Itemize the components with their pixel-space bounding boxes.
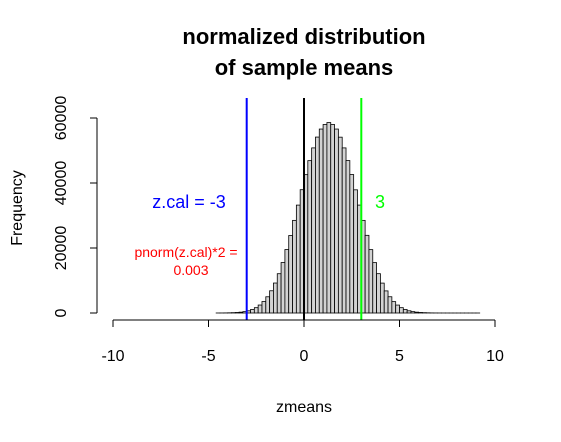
- histogram-bar: [399, 307, 404, 314]
- histogram-bar: [257, 304, 263, 314]
- x-tick-label: -10: [101, 348, 124, 365]
- histogram-bar: [250, 309, 255, 314]
- histogram-bar: [345, 160, 351, 314]
- histogram-bar: [234, 312, 240, 314]
- histogram-bar: [379, 282, 385, 314]
- histogram-bar: [276, 273, 282, 314]
- histogram-bar: [288, 235, 293, 314]
- y-axis: 0 20000 40000 60000: [53, 96, 98, 317]
- histogram-bar: [368, 249, 374, 314]
- histogram-bar: [238, 311, 244, 314]
- histogram-bar: [387, 296, 393, 314]
- histogram-bar: [284, 249, 290, 314]
- histogram-bar: [315, 136, 320, 314]
- y-tick-label: 60000: [53, 96, 70, 141]
- histogram-bar: [418, 312, 423, 314]
- positive-z-annotation: 3: [375, 192, 385, 212]
- histogram-bar: [391, 301, 397, 314]
- histogram-bar: [337, 136, 343, 314]
- histogram-bar: [269, 290, 274, 314]
- p-value-label-annotation: pnorm(z.cal)*2 =: [134, 244, 237, 260]
- p-value-annotation: 0.003: [173, 262, 208, 278]
- z-cal-annotation: z.cal = -3: [152, 192, 226, 212]
- histogram-bar: [364, 234, 370, 314]
- y-tick-label: 20000: [53, 226, 70, 271]
- x-axis-label: zmeans: [276, 399, 332, 416]
- x-axis: -10 -5 0 5 10: [101, 319, 504, 365]
- x-tick-label: 5: [395, 348, 404, 365]
- histogram-bar: [402, 309, 408, 314]
- histogram-bar: [372, 262, 377, 314]
- histogram-bar: [410, 311, 416, 314]
- histogram-bar: [330, 124, 335, 314]
- chart-title-line-2: of sample means: [215, 55, 394, 80]
- histogram-bar: [318, 128, 324, 314]
- y-tick-label: 40000: [53, 161, 70, 206]
- histogram-bars: [215, 122, 481, 314]
- histogram-bar: [265, 296, 271, 314]
- histogram-bar: [307, 160, 313, 314]
- histogram-bar: [322, 124, 328, 314]
- histogram-bar: [341, 147, 347, 314]
- histogram-bar: [349, 174, 355, 314]
- x-tick-label: -5: [201, 348, 215, 365]
- histogram-bar: [295, 204, 301, 314]
- histogram-bar: [273, 282, 278, 314]
- reference-lines: [245, 98, 363, 320]
- x-tick-label: 0: [300, 348, 309, 365]
- histogram-bar: [383, 290, 389, 314]
- histogram-bar: [395, 304, 400, 314]
- histogram-bar: [353, 189, 358, 314]
- chart-title-line-1: normalized distribution: [182, 24, 425, 49]
- histogram-bar: [292, 219, 297, 314]
- x-tick-label: 10: [486, 348, 504, 365]
- histogram-bar: [414, 311, 419, 314]
- histogram-bar: [261, 301, 267, 314]
- histogram-bar: [406, 310, 412, 314]
- histogram-bar: [253, 307, 259, 314]
- histogram-bar: [376, 273, 381, 314]
- histogram-bar: [334, 128, 339, 314]
- histogram-bar: [311, 147, 316, 314]
- histogram-bar: [280, 262, 286, 314]
- histogram-bar: [326, 122, 332, 314]
- y-tick-label: 0: [53, 308, 70, 317]
- y-axis-label: Frequency: [9, 170, 26, 246]
